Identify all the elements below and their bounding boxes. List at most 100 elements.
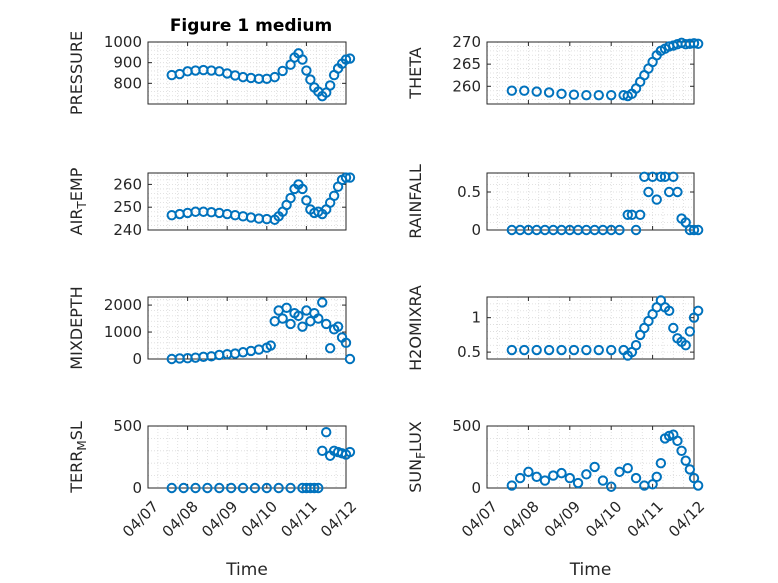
subplot-theta: 260 265 270 THETA	[406, 33, 704, 105]
y-axis-label: H2OMIXRA	[406, 285, 425, 371]
subplot-air_temp: 240 250 260 AIRTEMP	[67, 167, 356, 239]
y-tick-label: 500	[452, 417, 481, 435]
y-axis-label: THETA	[406, 47, 425, 99]
axes-box	[147, 296, 347, 360]
data-point	[261, 482, 272, 494]
data-point	[332, 321, 344, 332]
data-point	[692, 305, 704, 316]
y-tick-label: 265	[452, 55, 481, 73]
y-tick-label: 0	[132, 350, 142, 368]
data-point	[285, 192, 296, 204]
data-point	[214, 482, 225, 494]
data-point	[285, 318, 296, 330]
data-point	[672, 435, 683, 447]
data-point	[606, 89, 617, 101]
data-point	[313, 482, 324, 494]
y-tick-label: 1	[471, 309, 481, 327]
data-point	[344, 353, 356, 365]
data-point	[344, 53, 356, 64]
data-point	[688, 224, 700, 236]
subplot-pressure: 800 900 1000 PRESSURE	[67, 31, 356, 115]
data-point	[556, 467, 567, 479]
data-point	[301, 65, 312, 76]
data-point	[581, 344, 592, 356]
data-point	[321, 427, 332, 438]
data-point	[630, 340, 642, 351]
data-point	[622, 209, 633, 221]
y-axis-label: SUNFLUX	[406, 421, 428, 493]
data-point	[651, 194, 662, 205]
data-point	[556, 344, 567, 356]
data-point	[321, 318, 332, 330]
data-point	[568, 344, 580, 356]
figure-title: Figure 1 medium	[170, 16, 332, 36]
data-point	[581, 469, 592, 480]
axes-box	[147, 172, 347, 231]
y-tick-label: 250	[113, 198, 142, 216]
data-point	[663, 305, 675, 316]
axes-box	[486, 41, 695, 105]
x-axis-label: Time	[569, 560, 612, 580]
data-point	[297, 183, 308, 195]
data-point	[622, 462, 633, 474]
data-point	[225, 482, 237, 494]
subplot-h2omixra: 0.5 1 H2OMIXRA	[406, 285, 704, 371]
y-tick-label: 240	[113, 221, 142, 239]
data-point	[531, 344, 542, 356]
data-point	[531, 471, 542, 483]
data-point	[277, 313, 288, 324]
data-point	[166, 482, 177, 494]
data-point	[568, 89, 580, 100]
data-point	[655, 458, 667, 469]
data-point	[688, 38, 700, 49]
data-point	[506, 85, 518, 96]
data-point	[597, 475, 609, 486]
data-point	[277, 65, 288, 77]
y-tick-label: 0	[471, 221, 481, 239]
x-axis-label: Time	[225, 560, 268, 580]
data-point	[317, 445, 328, 456]
data-point	[519, 85, 530, 96]
data-point	[680, 455, 691, 466]
y-axis-label: AIRTEMP	[67, 167, 89, 235]
y-tick-label: 0.5	[457, 183, 481, 201]
data-point	[581, 89, 592, 101]
axes-box	[147, 41, 347, 105]
data-point	[305, 74, 316, 85]
data-point	[297, 54, 308, 65]
data-point	[539, 475, 551, 486]
data-point	[293, 310, 304, 322]
data-point	[692, 224, 704, 236]
data-point	[531, 86, 542, 97]
y-tick-label: 800	[113, 74, 142, 92]
data-point	[514, 472, 526, 484]
subplot-mixdepth: 0 1000 2000 MIXDEPTH	[67, 286, 356, 370]
data-point	[684, 326, 696, 337]
data-point	[606, 481, 617, 492]
y-tick-label: 0.5	[457, 343, 481, 361]
data-point	[589, 461, 600, 473]
data-point	[688, 472, 700, 484]
y-tick-label: 0	[132, 479, 142, 497]
data-point	[340, 337, 352, 349]
data-point	[317, 297, 328, 308]
y-tick-label: 270	[452, 33, 481, 51]
data-point	[324, 343, 336, 354]
data-point	[634, 209, 646, 221]
data-point	[630, 472, 642, 484]
y-tick-label: 900	[113, 54, 142, 72]
data-point	[643, 186, 654, 198]
data-point	[506, 480, 518, 491]
data-point	[340, 172, 352, 183]
data-point	[692, 38, 704, 49]
data-point	[692, 480, 704, 491]
data-point	[249, 482, 261, 494]
data-point	[543, 344, 555, 356]
data-point	[519, 344, 530, 356]
data-point	[676, 445, 687, 456]
data-point	[572, 477, 584, 489]
y-axis-label: PRESSURE	[67, 31, 86, 115]
data-point	[313, 313, 324, 324]
